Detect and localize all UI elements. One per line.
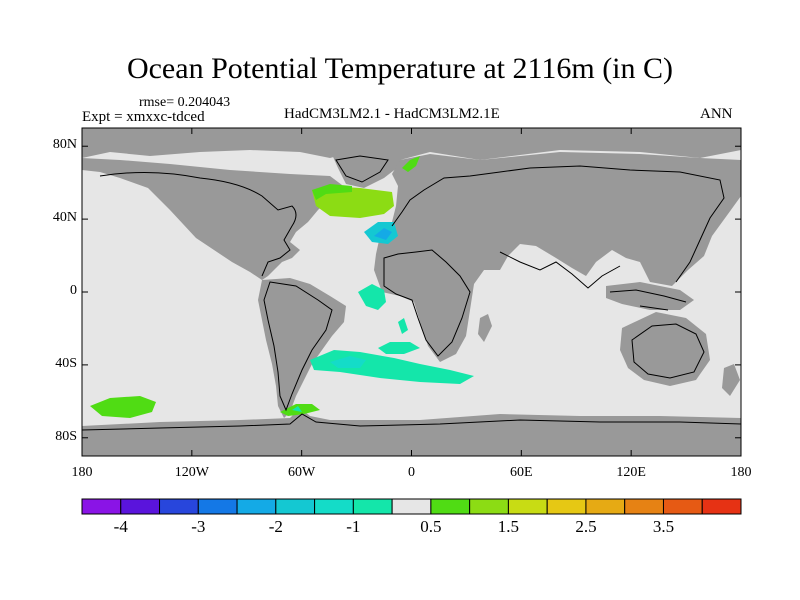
- colorbar-label-0: -4: [113, 517, 128, 536]
- antarctica-coast: [82, 413, 741, 431]
- north-america-land: [82, 158, 342, 280]
- south-america-coast: [263, 281, 333, 412]
- africa-coast: [383, 249, 471, 357]
- colorbar-label-5: 1.5: [497, 517, 520, 536]
- colorbar-swatch-4: [236, 498, 277, 515]
- lat-label-0: 80N: [52, 137, 77, 153]
- indonesia-coast: [609, 289, 687, 311]
- colorbar-swatch-3: [197, 498, 238, 515]
- colorbar-swatch-16: [701, 498, 742, 515]
- greenland-coast: [335, 155, 389, 183]
- colorbar-swatch-0: [81, 498, 122, 515]
- colorbar-swatch-15: [662, 498, 703, 515]
- south-america-land: [258, 278, 346, 418]
- lon-label-4: 60E: [510, 465, 533, 480]
- land-mass-layer: [82, 128, 741, 456]
- madagascar-land: [478, 314, 492, 342]
- north-america-coast: [99, 171, 297, 277]
- arctic-land: [82, 128, 741, 160]
- southern-ocean-anomaly-core: [330, 356, 366, 368]
- south-pacific-warm-anomaly: [90, 396, 156, 418]
- anomaly-layer: [90, 156, 474, 418]
- map-plot-area: [82, 128, 741, 456]
- antarctica-land: [82, 408, 741, 456]
- south-atlantic-anomaly-a: [398, 318, 408, 334]
- colorbar-label-1: -3: [191, 517, 206, 536]
- lat-label-1: 40N: [52, 210, 77, 226]
- colorbar-swatch-6: [314, 498, 354, 515]
- north-atlantic-warm-anomaly-edge: [312, 184, 352, 200]
- lon-label-2: 60W: [288, 465, 316, 480]
- south-asia-coast: [499, 251, 621, 289]
- lon-label-3: 0: [408, 465, 415, 480]
- lon-label-1: 120W: [174, 465, 209, 480]
- period-label: ANN: [700, 106, 733, 122]
- colorbar: [81, 498, 742, 515]
- colorbar-label-2: -2: [268, 517, 283, 536]
- colorbar-swatch-8: [391, 498, 432, 515]
- colorbar-swatch-10: [469, 498, 509, 515]
- colorbar-swatch-5: [275, 498, 316, 515]
- new-zealand-land: [722, 364, 740, 396]
- equatorial-atlantic-anomaly: [358, 284, 386, 310]
- north-atlantic-warm-anomaly: [312, 186, 394, 218]
- rmse-label: rmse= 0.204043: [139, 95, 231, 110]
- lat-label-3: 40S: [55, 355, 77, 371]
- eurasia-africa-land: [374, 152, 741, 362]
- iberian-cool-anomaly-core: [374, 228, 392, 240]
- lon-label-6: 180: [730, 465, 752, 480]
- colorbar-swatch-7: [352, 498, 393, 515]
- models-label: HadCM3LM2.1 - HadCM3LM2.1E: [284, 106, 500, 122]
- south-atlantic-anomaly-b: [378, 342, 420, 354]
- lon-label-5: 120E: [616, 465, 646, 480]
- lat-label-4: 80S: [55, 428, 77, 444]
- colorbar-swatch-14: [624, 498, 664, 515]
- colorbar-swatch-11: [507, 498, 548, 515]
- colorbar-label-3: -1: [346, 517, 361, 536]
- colorbar-label-7: 3.5: [652, 517, 675, 536]
- colorbar-swatch-1: [120, 498, 161, 515]
- colorbar-swatch-9: [430, 498, 471, 515]
- axis-ticks: [81, 128, 742, 456]
- coastline-layer: [82, 155, 741, 431]
- drake-passage-anomaly-dot: [292, 406, 302, 412]
- lon-label-0: 180: [71, 465, 93, 480]
- lat-label-2: 0: [70, 283, 77, 298]
- colorbar-swatch-12: [546, 498, 587, 515]
- colorbar-swatch-13: [585, 498, 626, 515]
- australia-coast: [631, 323, 705, 379]
- map-title: Ocean Potential Temperature at 2116m (in…: [126, 52, 674, 85]
- colorbar-label-4: 0.5: [420, 517, 442, 536]
- colorbar-label-6: 2.5: [575, 517, 597, 536]
- nordic-seas-anomaly: [402, 156, 420, 172]
- colorbar-swatch-2: [159, 498, 199, 515]
- australia-land: [620, 312, 710, 386]
- asia-coast: [529, 165, 725, 283]
- experiment-label: Expt = xmxxc-tdced: [82, 109, 205, 125]
- indonesia-land: [606, 282, 694, 310]
- europe-coast: [391, 167, 531, 227]
